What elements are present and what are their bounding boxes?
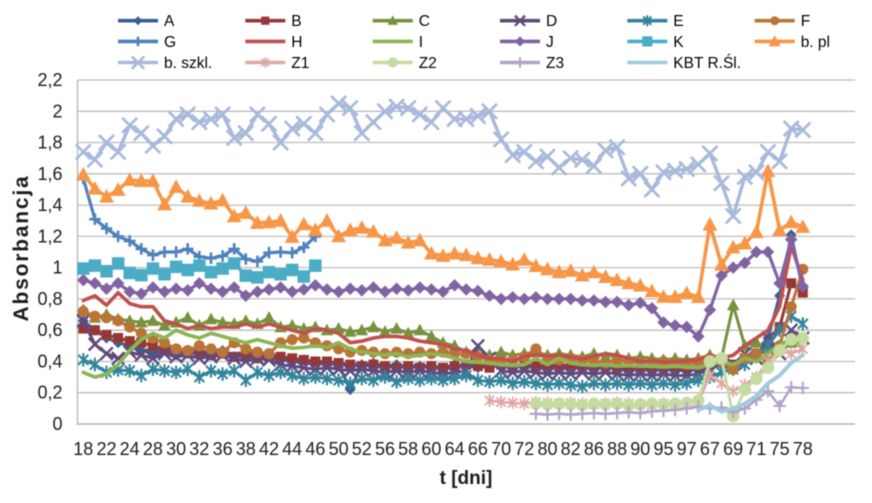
svg-text:56: 56 [375,439,395,459]
svg-text:Z2: Z2 [419,55,437,72]
svg-text:I: I [419,34,423,51]
svg-text:72: 72 [514,439,534,459]
svg-text:A: A [164,13,175,30]
svg-text:0: 0 [52,414,62,434]
svg-text:t [dni]: t [dni] [440,468,493,489]
svg-text:30: 30 [166,439,186,459]
svg-text:46: 46 [305,439,325,459]
svg-text:G: G [164,34,176,51]
svg-text:50: 50 [329,439,349,459]
svg-text:1,2: 1,2 [37,226,62,246]
svg-text:KBT R.Śl.: KBT R.Śl. [673,54,741,72]
svg-text:78: 78 [793,439,813,459]
svg-text:b. szkl.: b. szkl. [164,55,212,72]
svg-text:42: 42 [259,439,279,459]
svg-text:0,8: 0,8 [37,289,62,309]
svg-text:58: 58 [398,439,418,459]
svg-text:82: 82 [561,439,581,459]
svg-text:90: 90 [630,439,650,459]
svg-text:Z1: Z1 [291,55,309,72]
svg-text:80: 80 [537,439,557,459]
svg-text:75: 75 [770,439,790,459]
svg-text:F: F [801,13,810,30]
svg-text:D: D [546,13,557,30]
svg-text:18: 18 [73,439,93,459]
svg-text:64: 64 [445,439,465,459]
svg-text:C: C [419,13,430,30]
svg-text:0,6: 0,6 [37,320,62,340]
svg-text:B: B [291,13,301,30]
svg-text:44: 44 [282,439,302,459]
svg-text:88: 88 [607,439,627,459]
svg-text:b. pl: b. pl [801,34,830,51]
svg-text:60: 60 [421,439,441,459]
svg-text:0,2: 0,2 [37,383,62,403]
svg-text:J: J [546,34,554,51]
svg-text:K: K [673,34,684,51]
svg-text:71: 71 [746,439,766,459]
svg-text:66: 66 [468,439,488,459]
svg-text:32: 32 [189,439,209,459]
svg-text:1,8: 1,8 [37,133,62,153]
svg-text:1,6: 1,6 [37,164,62,184]
svg-text:69: 69 [723,439,743,459]
svg-text:1,4: 1,4 [37,195,62,215]
svg-text:1: 1 [52,258,62,278]
svg-text:H: H [291,34,302,51]
svg-text:67: 67 [700,439,720,459]
svg-text:24: 24 [120,439,140,459]
svg-text:Absorbancja: Absorbancja [10,175,33,322]
svg-text:36: 36 [213,439,233,459]
svg-text:28: 28 [143,439,163,459]
svg-text:86: 86 [584,439,604,459]
svg-text:52: 52 [352,439,372,459]
svg-text:2,2: 2,2 [37,70,62,90]
svg-text:70: 70 [491,439,511,459]
svg-text:Z3: Z3 [546,55,564,72]
svg-text:E: E [673,13,683,30]
svg-text:38: 38 [236,439,256,459]
svg-text:97: 97 [677,439,697,459]
svg-text:22: 22 [96,439,116,459]
svg-text:2: 2 [52,101,62,121]
svg-text:0,4: 0,4 [37,352,62,372]
svg-text:95: 95 [653,439,673,459]
